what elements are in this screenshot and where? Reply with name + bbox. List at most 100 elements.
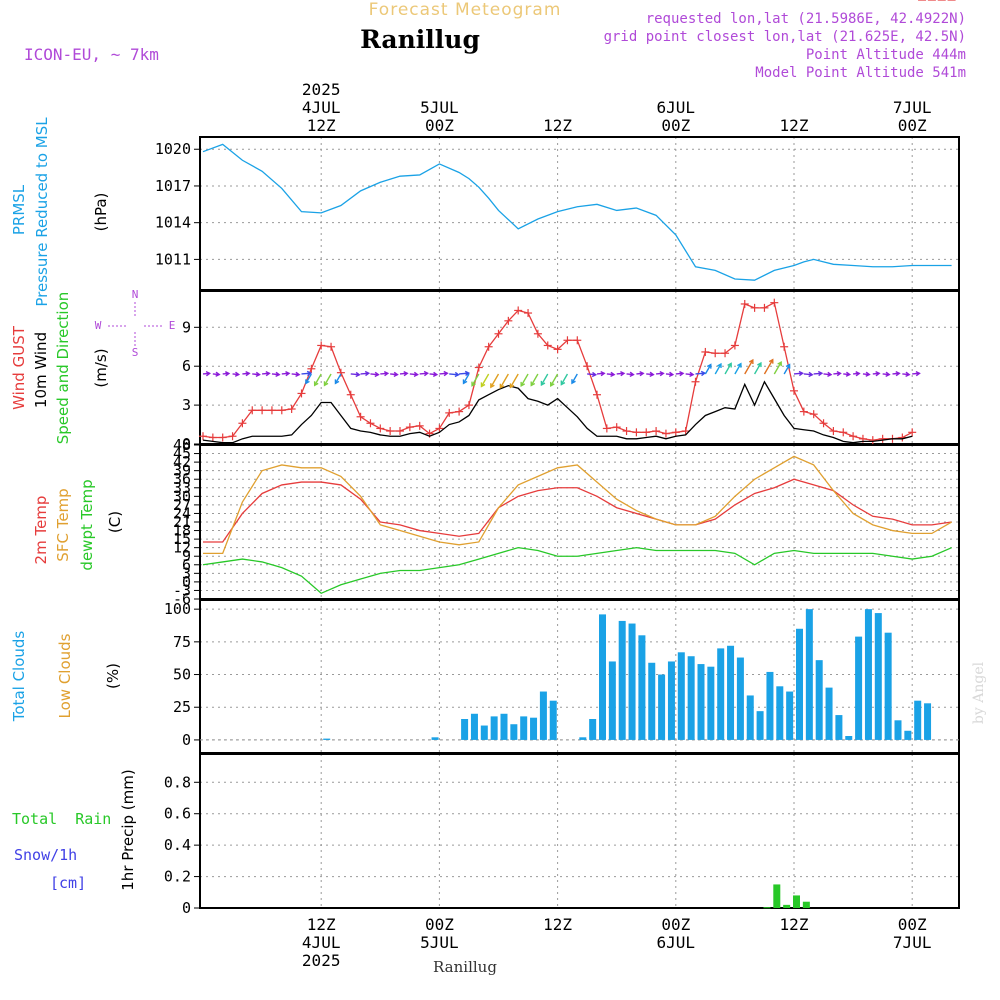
wind-arrow-head (295, 371, 301, 378)
wind-arrow (704, 363, 712, 375)
wind-arrow (882, 371, 891, 377)
wind-arrow-head (323, 381, 329, 387)
wind-arrow-head (364, 370, 371, 377)
wind-arrow (242, 370, 251, 377)
gust-marker (445, 408, 454, 417)
compass-n: N (132, 288, 139, 301)
compass-rose: N S W E (95, 288, 176, 359)
cloud-bar (707, 666, 715, 740)
requested-coords: requested lon,lat (21.5986E, 42.4922N) (646, 11, 966, 27)
wind-arrow-shaft (744, 359, 754, 375)
wind-arrow (833, 370, 842, 377)
wind-arrow-head (549, 381, 555, 388)
wind-arrow-head (275, 371, 281, 378)
y-tick-label: 48 (173, 436, 191, 454)
wind-arrow-head (471, 381, 476, 387)
gust-marker (504, 316, 513, 325)
wind-arrow (471, 373, 480, 387)
wind-arrow (773, 360, 782, 375)
y-tick-label: 75 (173, 633, 191, 651)
wind-arrow-head (768, 358, 774, 364)
gust-marker (868, 436, 877, 445)
wind-speed-line (202, 380, 913, 444)
gust-marker (642, 428, 651, 437)
gust-marker (396, 427, 404, 436)
wind-arrow (462, 373, 470, 385)
wind-arrow (281, 370, 291, 377)
wind-arrow-head (560, 380, 566, 386)
wind-ylabel-10m: 10m Wind (32, 332, 50, 408)
wind-arrow-head (313, 381, 319, 387)
grid-precip: 0 0.2 0.4 0.6 0.8 (164, 754, 959, 917)
wind-arrow-head (530, 381, 536, 387)
pressure-ylabel-line1: PRMSL (10, 184, 28, 235)
gust-marker (199, 432, 207, 441)
wind-arrow-shaft (301, 372, 311, 375)
wind-arrow (587, 371, 598, 378)
cloud-bar (825, 687, 833, 740)
gust-marker (238, 419, 247, 428)
wind-arrow-head (845, 371, 852, 377)
rain-bar (763, 907, 771, 909)
cloud-bar (323, 738, 331, 740)
y-tick-label: 0 (182, 435, 191, 453)
cloud-bar (864, 609, 872, 740)
gust-marker (533, 329, 542, 338)
wind-arrow-head (462, 379, 468, 385)
temp-ylabel-dewpt: dewpt Temp (78, 479, 96, 570)
wind-arrow-head (215, 371, 221, 377)
wind-arrow (813, 370, 824, 377)
bottom-time-label: 2025 (302, 951, 341, 970)
y-tick-label: 1014 (155, 214, 191, 232)
cloud-bar (599, 614, 606, 740)
top-time-label: 12Z (543, 116, 572, 135)
wind-arrow-head (509, 383, 515, 389)
rain-bar (783, 904, 791, 908)
wind-arrow (636, 370, 645, 377)
cloud-bar (776, 686, 784, 740)
cloud-bar (618, 620, 626, 740)
wind-arrow-head (591, 371, 598, 378)
wind-arrow-head (905, 371, 911, 377)
wind-arrow-head (432, 371, 439, 378)
wind-ylabel: Wind GUST 10m Wind Speed and Direction (… (10, 292, 110, 445)
y-tick-label: 24 (173, 504, 191, 522)
wind-arrow (902, 371, 911, 377)
cloud-bar (924, 703, 932, 740)
gust-marker (563, 336, 572, 345)
wind-arrow-head (265, 370, 271, 377)
y-tick-label: 9 (182, 318, 191, 336)
gust-marker (514, 306, 523, 315)
clouds-unit: (%) (104, 663, 122, 689)
cloud-bar (431, 737, 439, 740)
wind-arrow-shaft (480, 373, 490, 387)
y-tick-label: 1011 (155, 250, 191, 268)
wind-arrow-head (393, 371, 399, 378)
precip-ylabel: Total Rain Snow/1h [cm] 1hr Precip (mm) (12, 769, 137, 892)
cloud-bar (539, 691, 547, 740)
bottom-time-label: 6JUL (657, 933, 696, 952)
product-title: Forecast Meteogram (369, 0, 562, 20)
wind-arrow-head (679, 370, 685, 377)
wind-arrow (370, 371, 380, 378)
cloud-bar (579, 737, 587, 740)
wind-arrow (862, 371, 871, 377)
bottom-time-label: 5JUL (420, 933, 459, 952)
wind-arrow (291, 371, 301, 378)
gust-marker (415, 421, 424, 430)
gust-marker (740, 299, 749, 308)
cloud-bar (855, 636, 863, 740)
wind-arrow (222, 371, 231, 377)
cloud-bar (805, 609, 813, 740)
gust-marker (573, 336, 582, 345)
wind-arrow (252, 371, 261, 378)
wind-arrow-shaft (520, 373, 529, 387)
wind-arrow (530, 373, 539, 387)
wind-arrow-shaft (314, 373, 322, 386)
wind-arrow-shaft (803, 373, 813, 376)
wind-arrow (429, 371, 439, 378)
cloud-bar (894, 720, 902, 740)
top-time-label: 00Z (898, 116, 927, 135)
cloud-bar (549, 700, 557, 740)
gust-marker (583, 362, 592, 371)
